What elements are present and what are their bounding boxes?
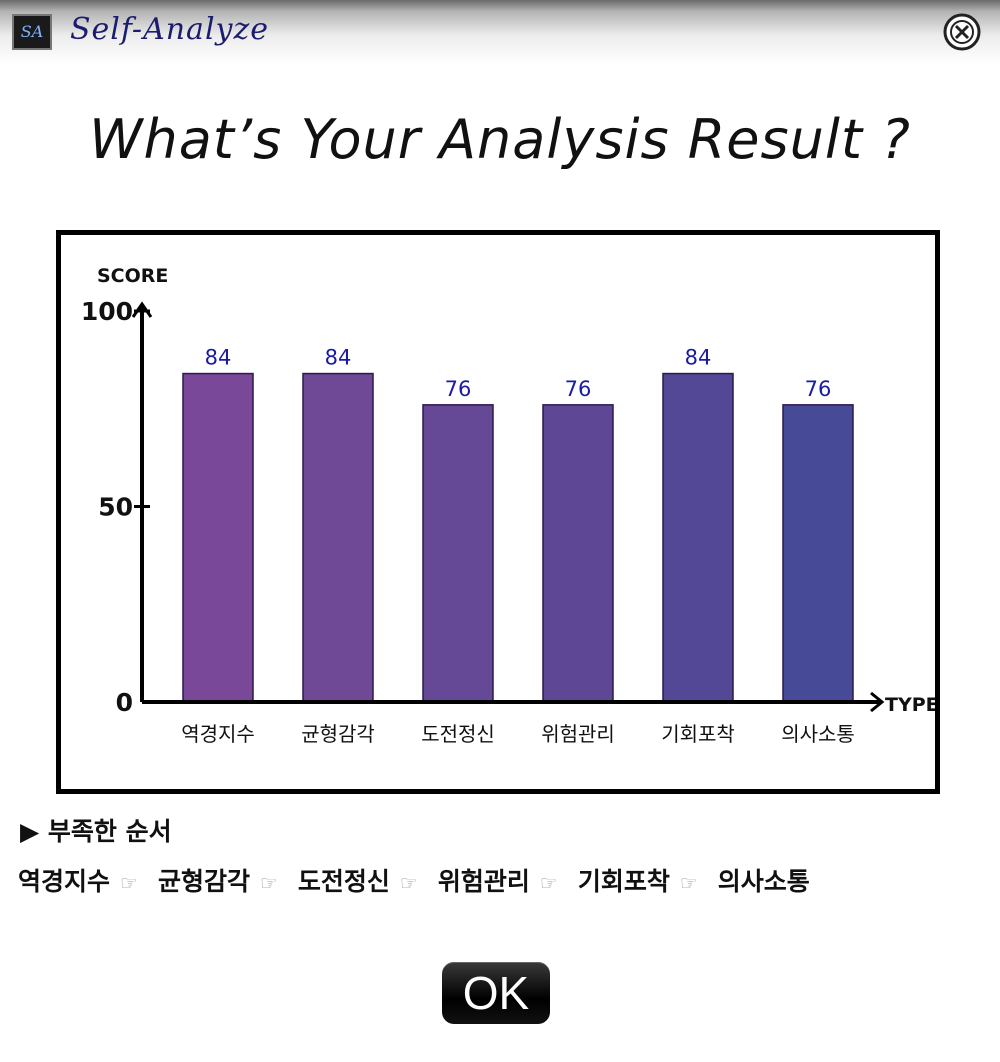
category-label: 도전정신 (421, 722, 495, 746)
close-circle-icon (943, 13, 981, 51)
bar (782, 404, 854, 703)
ok-button[interactable]: OK (442, 962, 550, 1024)
category-label: 위험관리 (541, 722, 615, 746)
deficit-item: 기회포착 (577, 867, 670, 896)
category-label: 의사소통 (781, 722, 855, 746)
deficit-item: 역경지수 (18, 867, 111, 896)
bar (542, 404, 614, 703)
bar (422, 404, 494, 703)
title-bar: SA Self-Analyze (0, 0, 1000, 64)
app-title: Self-Analyze (70, 12, 270, 47)
bar-value-label: 84 (325, 346, 352, 370)
deficit-item: 위험관리 (437, 867, 530, 896)
deficit-order-list: 역경지수 ☞ 균형감각 ☞ 도전정신 ☞ 위험관리 ☞ 기회포착 ☞ 의사소통 (18, 862, 810, 898)
pointing-hand-icon: ☞ (120, 871, 138, 895)
deficit-item: 균형감각 (157, 867, 250, 896)
chart-frame: 84 역경지수 84 균형감각 76 도전정신 76 위험관리 84 기회포착 76 의사소통 0 50 1… (56, 230, 940, 794)
y-tick-label: 0 (116, 688, 133, 717)
y-tick-label: 100 (81, 297, 133, 326)
pointing-hand-icon: ☞ (539, 871, 558, 895)
close-button[interactable] (942, 12, 982, 52)
x-axis-title: TYPE (885, 694, 935, 716)
pointing-hand-icon: ☞ (259, 871, 278, 895)
y-axis-arrow-icon (131, 301, 153, 318)
pointing-hand-icon: ☞ (679, 871, 698, 895)
bar (662, 372, 734, 703)
bar-value-label: 84 (685, 346, 712, 370)
bar-value-label: 76 (805, 377, 832, 401)
y-axis-title: SCORE (97, 265, 168, 287)
y-tick-label: 50 (98, 493, 133, 522)
category-label: 균형감각 (301, 722, 375, 746)
category-label: 기회포착 (661, 722, 735, 746)
pointing-hand-icon: ☞ (399, 871, 418, 895)
page-headline: What’s Your Analysis Result ? (89, 108, 911, 171)
category-label: 역경지수 (181, 722, 255, 746)
bar-value-label: 76 (565, 377, 592, 401)
bar (302, 372, 374, 703)
bar-value-label: 76 (445, 377, 472, 401)
deficit-section-title: ▶ 부족한 순서 (20, 817, 172, 846)
x-axis-arrow-icon (870, 691, 885, 713)
score-bar-chart: 84 역경지수 84 균형감각 76 도전정신 76 위험관리 84 기회포착 76 의사소통 0 50 1… (81, 265, 935, 746)
app-logo-icon: SA (12, 14, 52, 50)
bar-value-label: 84 (205, 346, 232, 370)
deficit-item: 의사소통 (717, 867, 810, 896)
deficit-item: 도전정신 (297, 867, 390, 896)
bar (182, 372, 254, 703)
